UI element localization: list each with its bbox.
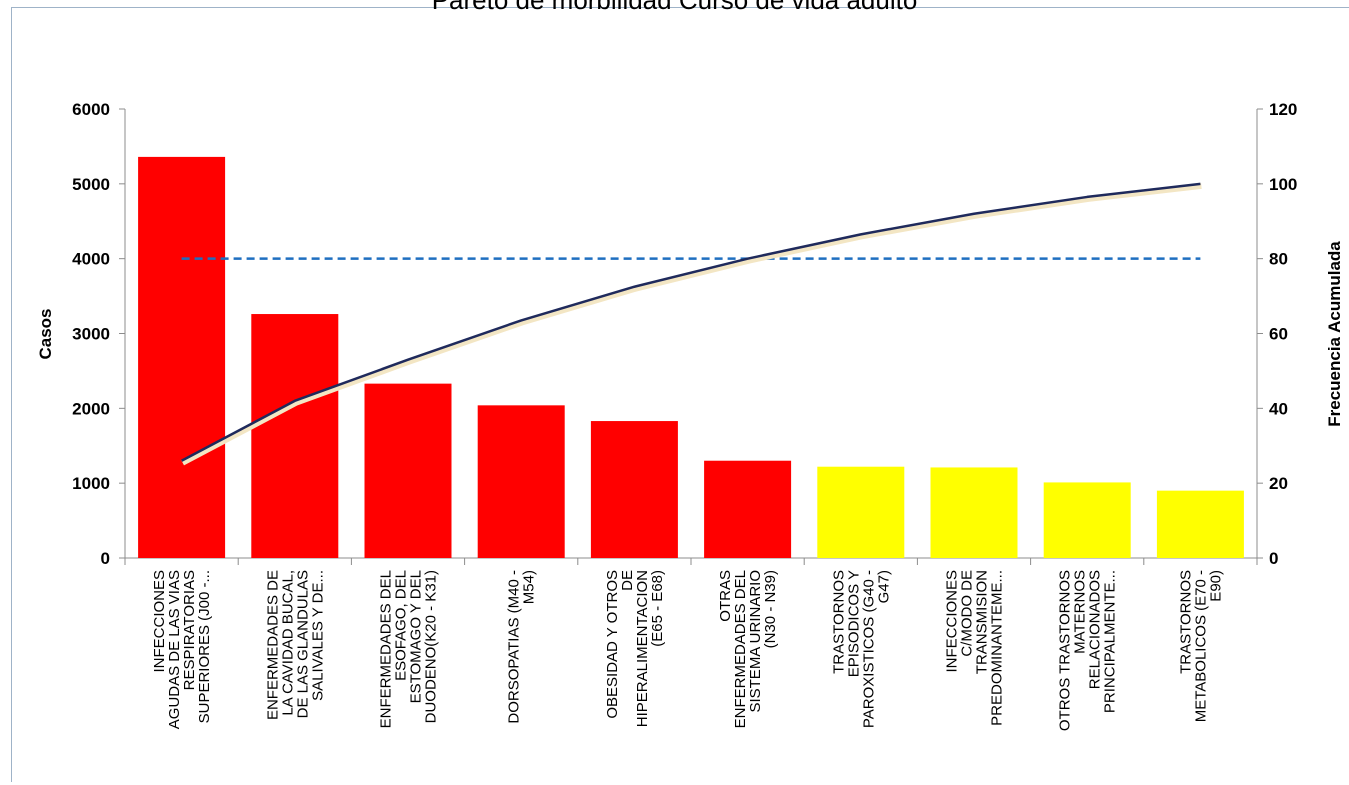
cumulative-line-shadow <box>181 182 1202 466</box>
x-category-label: TRASTORNOSEPISODICOS YPAROXISTICOS (G40 … <box>830 570 892 728</box>
x-category-label-line: OBESIDAD Y OTROS <box>604 570 621 719</box>
x-category-label-line: ENFERMEDADES DEL <box>732 570 749 728</box>
y-tick-label: 0 <box>101 549 110 568</box>
x-category-label: ENFERMEDADES DELA CAVIDAD BUCAL,DE LAS G… <box>264 570 326 720</box>
bar <box>138 156 226 559</box>
y2-tick-label: 80 <box>1269 250 1288 269</box>
y-tick-label: 3000 <box>72 325 110 344</box>
bar <box>590 421 678 558</box>
x-category-label: OBESIDAD Y OTROSDEHIPERALIMENTACION(E65 … <box>604 570 666 727</box>
y2-tick-label: 60 <box>1269 325 1288 344</box>
x-category-label-line: C/MODO DE <box>959 570 976 657</box>
x-category-label-line: DORSOPATIAS (M40 - <box>506 570 523 724</box>
x-category-label: OTRASENFERMEDADES DELSISTEMA URINARIO(N3… <box>717 570 779 728</box>
x-category-label-line: DE LAS GLANDULAS <box>294 570 311 718</box>
x-category-label-line: (N30 - N39) <box>762 570 779 648</box>
x-category-label-line: OTRAS <box>717 570 734 622</box>
y2-tick-label: 20 <box>1269 474 1288 493</box>
y-tick-label: 1000 <box>72 474 110 493</box>
x-category-label-line: METABOLICOS (E70 - <box>1192 570 1209 722</box>
x-category-label-line: SUPERIORES (J00 -... <box>196 570 213 723</box>
x-category-label: DORSOPATIAS (M40 -M54) <box>506 570 538 724</box>
x-category-label-line: ESOFAGO, DEL <box>393 570 410 681</box>
x-category-label-line: G47) <box>875 570 892 603</box>
y-axis-title: Casos <box>36 308 55 359</box>
x-category-label-line: HIPERALIMENTACION <box>634 570 651 727</box>
x-category-label-line: LA CAVIDAD BUCAL, <box>279 570 296 716</box>
x-category-label-line: DUODENO(K20 - K31) <box>423 570 440 723</box>
x-category-label-line: M54) <box>521 570 538 604</box>
x-category-label-line: INFECCIONES <box>151 570 168 673</box>
bar <box>364 383 452 558</box>
x-category-label-line: MATERNOS <box>1072 570 1089 654</box>
x-category-label-line: PAROXISTICOS (G40 - <box>860 570 877 728</box>
bar <box>477 405 565 558</box>
bar <box>930 467 1018 558</box>
y2-axis-title: Frecuencia Acumulada <box>1325 241 1344 427</box>
bar <box>251 314 339 558</box>
y2-tick-label: 0 <box>1269 549 1278 568</box>
x-category-label-line: ENFERMEDADES DE <box>264 570 281 720</box>
bar <box>704 460 792 558</box>
y2-tick-label: 40 <box>1269 399 1288 418</box>
bar <box>1156 490 1244 558</box>
x-category-label-line: RELACIONADOS <box>1087 570 1104 689</box>
x-category-label: INFECCIONESC/MODO DETRANSMISIONPREDOMINA… <box>944 570 1006 726</box>
x-category-label-line: E90) <box>1207 570 1224 602</box>
x-category-label-line: ESTOMAGO Y DEL <box>408 570 425 703</box>
x-category-label: OTROS TRASTORNOSMATERNOSRELACIONADOSPRIN… <box>1057 570 1119 731</box>
chart-frame <box>11 7 1349 782</box>
bar <box>1043 482 1131 558</box>
x-category-label-line: AGUDAS DE LAS VIAS <box>166 570 183 729</box>
x-category-label-line: TRASTORNOS <box>830 570 847 674</box>
chart-title: Pareto de morbilidad Curso de vida adult… <box>431 0 918 15</box>
y2-tick-label: 120 <box>1269 100 1297 119</box>
x-category-label: INFECCIONESAGUDAS DE LAS VIASRESPIRATORI… <box>151 570 213 729</box>
x-category-label-line: INFECCIONES <box>944 570 961 673</box>
x-category-label-line: RESPIRATORIAS <box>181 570 198 690</box>
x-category-label-line: EPISODICOS Y <box>845 570 862 677</box>
x-category-label-line: PREDOMINANTEME... <box>989 570 1006 726</box>
x-category-label-line: SALIVALES Y DE... <box>309 570 326 701</box>
x-category-label-line: TRASTORNOS <box>1177 570 1194 674</box>
cumulative-line <box>181 182 1201 462</box>
y2-tick-label: 100 <box>1269 175 1297 194</box>
x-category-label: TRASTORNOSMETABOLICOS (E70 -E90) <box>1177 570 1224 722</box>
x-category-label-line: DE <box>619 570 636 591</box>
x-category-label-line: TRANSMISION <box>974 570 991 674</box>
y-tick-label: 6000 <box>72 100 110 119</box>
x-category-label-line: (E65 - E68) <box>649 570 666 647</box>
x-category-label-line: SISTEMA URINARIO <box>747 570 764 713</box>
x-category-label-line: PRINCIPALMENTE... <box>1102 570 1119 713</box>
x-category-label-line: ENFERMEDADES DEL <box>378 570 395 728</box>
y-tick-label: 2000 <box>72 399 110 418</box>
y-tick-label: 5000 <box>72 175 110 194</box>
x-category-label-line: OTROS TRASTORNOS <box>1057 570 1074 731</box>
x-category-label: ENFERMEDADES DELESOFAGO, DELESTOMAGO Y D… <box>378 570 440 728</box>
bar <box>817 466 905 558</box>
y-tick-label: 4000 <box>72 250 110 269</box>
